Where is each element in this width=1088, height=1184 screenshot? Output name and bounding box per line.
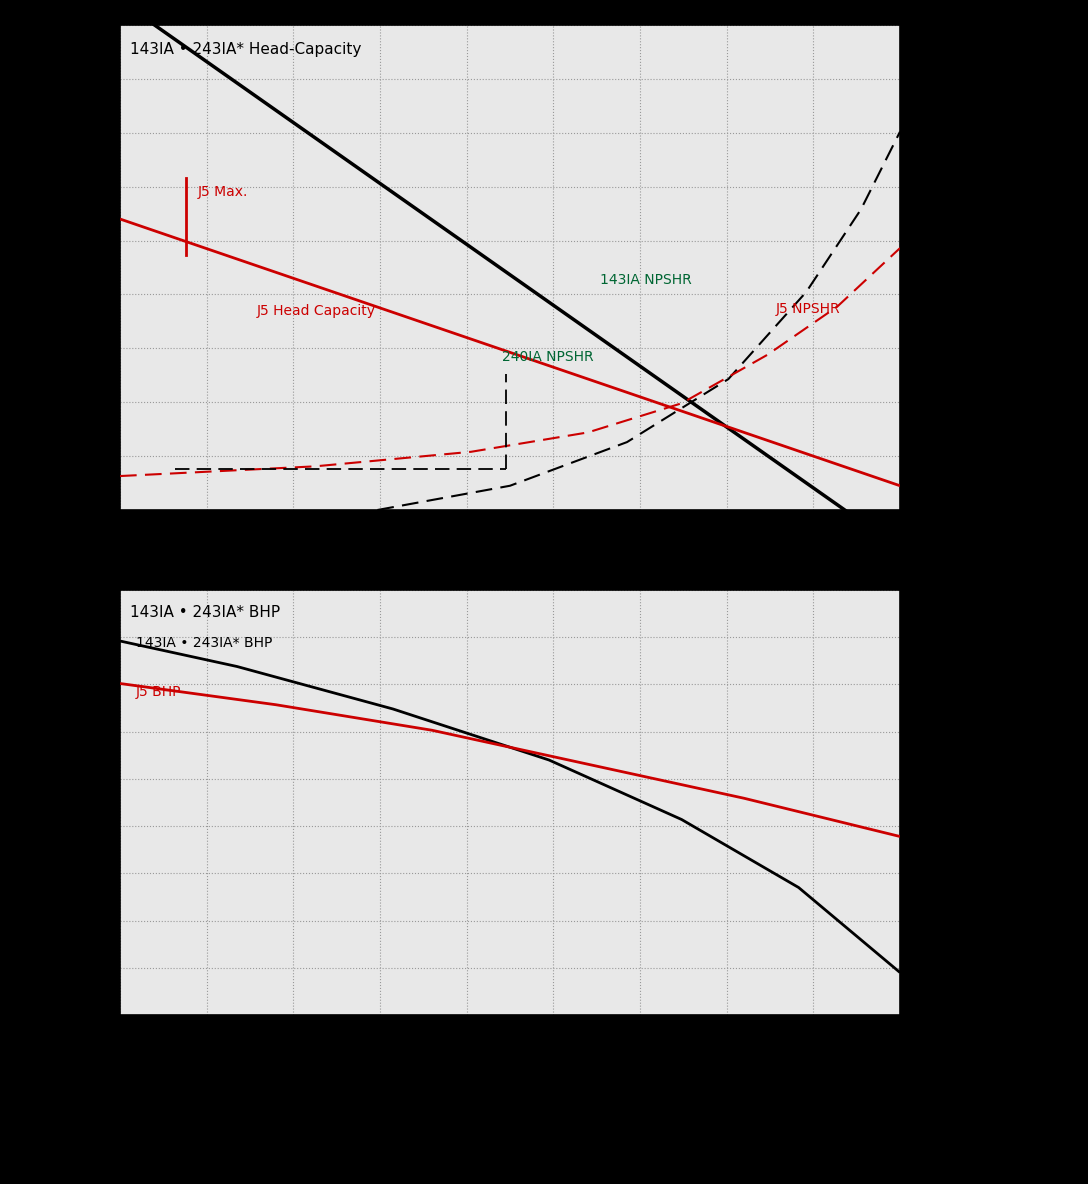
- Text: J5 NPSHR: J5 NPSHR: [775, 302, 840, 316]
- Text: 143IA • 243IA* Head-Capacity: 143IA • 243IA* Head-Capacity: [131, 41, 361, 57]
- Text: J5 BHP: J5 BHP: [136, 686, 181, 699]
- Text: J5 Max.: J5 Max.: [198, 186, 248, 199]
- Text: J5 Head Capacity: J5 Head Capacity: [257, 304, 375, 318]
- Text: 143IA • 243IA* BHP: 143IA • 243IA* BHP: [136, 636, 272, 650]
- Text: 143IA • 243IA* BHP: 143IA • 243IA* BHP: [131, 605, 281, 620]
- Text: 240IA NPSHR: 240IA NPSHR: [503, 350, 594, 365]
- Text: 143IA NPSHR: 143IA NPSHR: [599, 272, 692, 287]
